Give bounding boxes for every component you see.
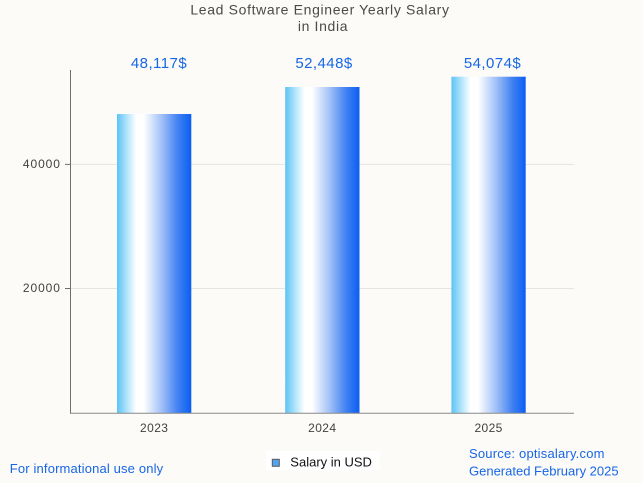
svg-text:20000: 20000 <box>23 281 61 295</box>
svg-text:54,074$: 54,074$ <box>464 55 522 72</box>
svg-text:2025: 2025 <box>474 421 502 435</box>
svg-text:Generated February 2025: Generated February 2025 <box>469 463 619 478</box>
svg-text:Salary in USD: Salary in USD <box>290 455 372 470</box>
svg-text:in India: in India <box>298 18 348 34</box>
svg-text:Lead Software Engineer Yearly: Lead Software Engineer Yearly Salary <box>190 2 449 18</box>
svg-text:2023: 2023 <box>140 421 168 435</box>
svg-text:Source: optisalary.com: Source: optisalary.com <box>469 446 605 461</box>
svg-text:40000: 40000 <box>23 157 61 171</box>
svg-text:48,117$: 48,117$ <box>131 55 187 72</box>
svg-text:For informational use only: For informational use only <box>10 461 164 476</box>
svg-text:2024: 2024 <box>308 421 336 435</box>
svg-text:52,448$: 52,448$ <box>295 55 353 72</box>
